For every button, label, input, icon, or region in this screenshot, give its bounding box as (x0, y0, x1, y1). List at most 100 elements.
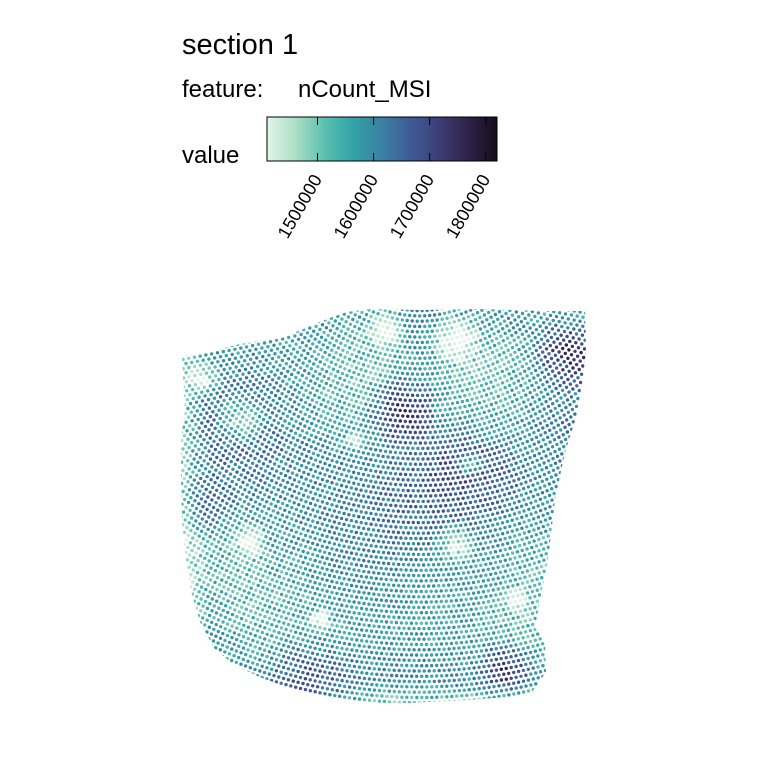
tissue-spot (583, 338, 586, 342)
tissue-spot (455, 379, 459, 383)
tissue-spot (451, 497, 455, 502)
tissue-spot (231, 511, 235, 516)
tissue-spot (516, 466, 521, 470)
tissue-spot (284, 340, 288, 345)
tissue-spot (364, 424, 368, 428)
tissue-spot (215, 520, 219, 525)
tissue-spot (490, 490, 495, 495)
tissue-spot (540, 402, 544, 406)
tissue-spot (580, 333, 585, 337)
tissue-spot (414, 494, 418, 498)
tissue-spot (526, 386, 530, 390)
tissue-spot (284, 571, 289, 576)
tissue-spot (374, 512, 378, 516)
tissue-spot (422, 637, 426, 641)
tissue-spot (381, 346, 385, 351)
tissue-spot (403, 366, 407, 370)
tissue-spot (354, 487, 358, 491)
tissue-spot (515, 343, 519, 347)
tissue-spot (431, 435, 435, 440)
tissue-spot (486, 364, 490, 368)
tissue-spot (481, 525, 485, 529)
tissue-spot (188, 401, 193, 406)
tissue-spot (517, 499, 521, 504)
tissue-spot (221, 340, 225, 345)
tissue-spot (352, 568, 356, 572)
tissue-spot (410, 319, 414, 323)
tissue-spot (572, 327, 576, 331)
tissue-spot (561, 562, 565, 567)
tissue-spot (547, 493, 552, 498)
tissue-spot (306, 606, 310, 610)
tissue-spot (579, 434, 583, 438)
tissue-spot (292, 546, 296, 550)
tissue-spot (586, 395, 589, 398)
tissue-spot (406, 541, 411, 546)
tissue-spot (393, 311, 397, 315)
tissue-spot (290, 471, 295, 475)
tissue-spot (391, 498, 395, 502)
tissue-spot (541, 426, 545, 430)
tissue-spot (538, 508, 543, 513)
tissue-spot (268, 382, 272, 387)
tissue-spot (323, 550, 327, 554)
tissue-spot (184, 309, 188, 313)
tissue-spot (496, 317, 500, 321)
tissue-spot (412, 616, 416, 620)
tissue-spot (478, 423, 482, 427)
tissue-spot (523, 316, 527, 321)
tissue-spot (200, 517, 204, 521)
tissue-spot (330, 436, 334, 440)
tissue-spot (232, 554, 236, 558)
tissue-spot (265, 610, 269, 614)
tissue-spot (352, 589, 356, 593)
tissue-spot (371, 388, 375, 392)
tissue-spot (316, 319, 321, 324)
tissue-spot (335, 624, 339, 628)
tissue-spot (414, 579, 418, 583)
tissue-spot (205, 315, 209, 319)
tissue-spot (543, 484, 547, 488)
tissue-spot (198, 354, 202, 358)
tissue-spot (529, 426, 534, 430)
tissue-spot (237, 368, 242, 373)
tissue-spot (379, 459, 383, 464)
tissue-spot (431, 531, 436, 535)
tissue-spot (448, 428, 452, 433)
tissue-spot (500, 455, 504, 459)
tissue-spot (191, 396, 195, 401)
tissue-spot (526, 354, 530, 358)
tissue-spot (329, 316, 333, 320)
tissue-spot (249, 509, 253, 514)
tissue-spot (510, 529, 514, 533)
tissue-spot (361, 515, 366, 520)
tissue-spot (564, 405, 568, 410)
tissue-spot (306, 484, 311, 488)
tissue-spot (535, 447, 539, 451)
tissue-spot (362, 569, 366, 574)
tissue-spot (520, 548, 524, 553)
tissue-spot (207, 357, 211, 361)
tissue-spot (549, 572, 553, 577)
tissue-spot (342, 434, 346, 439)
tissue-spot (521, 475, 526, 480)
tissue-spot (188, 393, 192, 397)
tissue-spot (482, 399, 486, 403)
tissue-spot (374, 480, 378, 484)
tissue-spot (391, 551, 396, 556)
tissue-spot (225, 545, 229, 549)
tissue-spot (467, 359, 471, 364)
tissue-spot (278, 506, 282, 510)
tissue-spot (549, 356, 554, 361)
tissue-spot (244, 507, 249, 511)
tissue-spot (182, 434, 187, 438)
tissue-spot (442, 594, 446, 598)
tissue-spot (217, 516, 222, 520)
tissue-spot (423, 409, 427, 413)
tissue-spot (531, 419, 536, 423)
tissue-spot (545, 477, 549, 481)
tissue-spot (420, 309, 424, 313)
tissue-spot (534, 544, 539, 548)
tissue-spot (347, 567, 351, 571)
tissue-spot (397, 573, 401, 577)
